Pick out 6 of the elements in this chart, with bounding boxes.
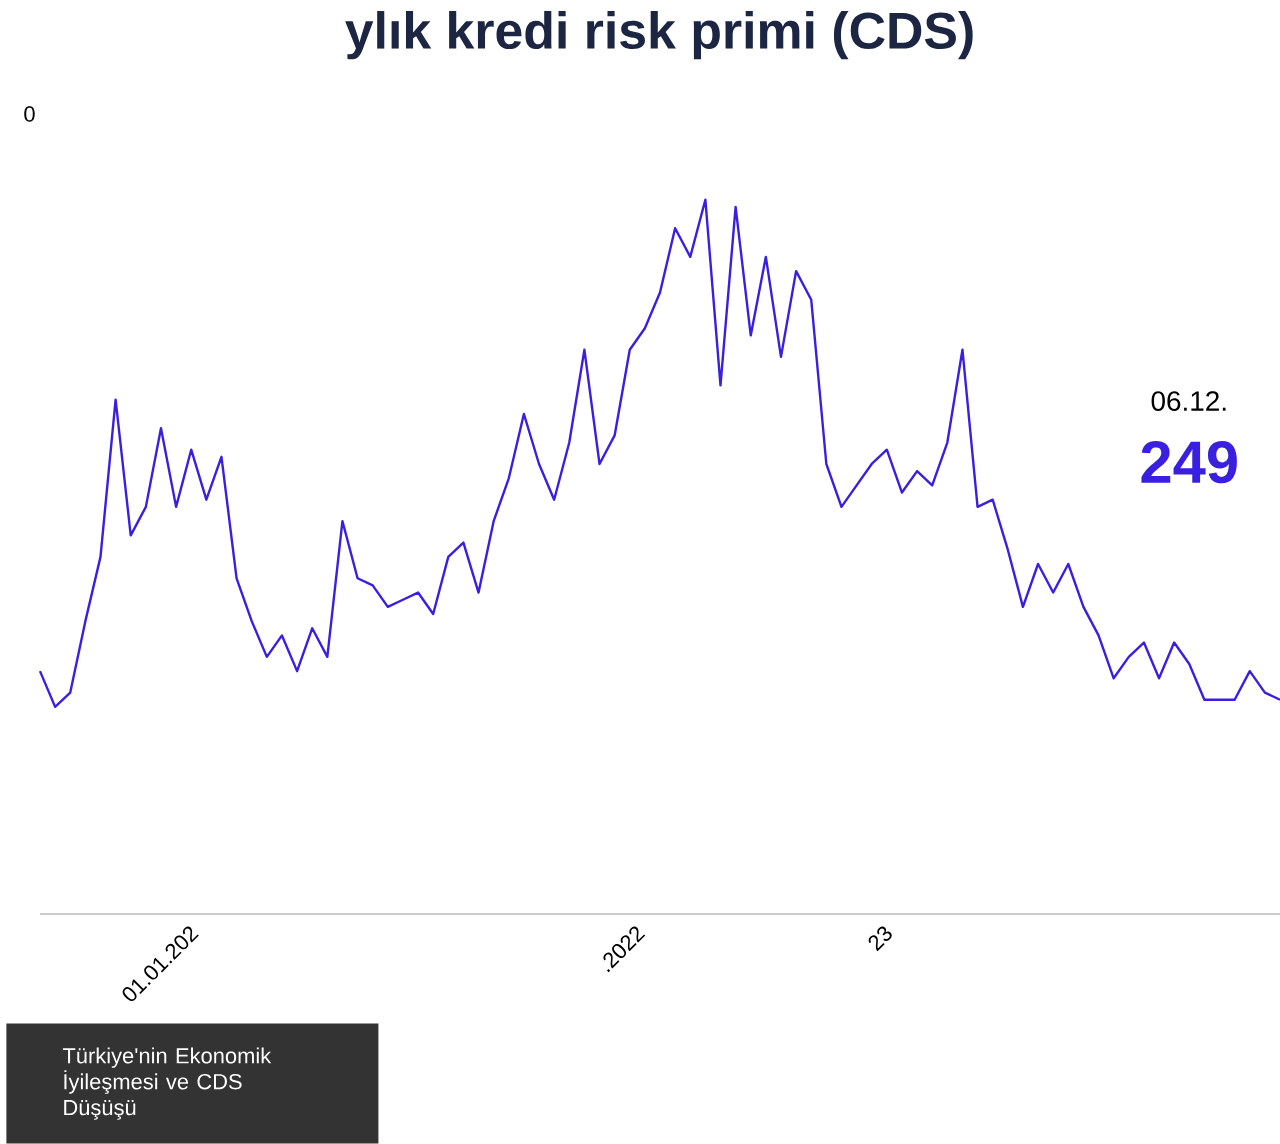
text: 0 bbox=[24, 106, 35, 122]
text: Türkiye'nin Ekonomik İyileşmesi ve CDS Düşüşü bbox=[62, 1047, 272, 1120]
annotation: 249 bbox=[1141, 441, 1237, 484]
text: 23 bbox=[868, 926, 892, 952]
chart-title: ylık kredi risk primi (CDS) bbox=[345, 11, 973, 60]
annotation: 06.12. bbox=[1151, 391, 1226, 411]
